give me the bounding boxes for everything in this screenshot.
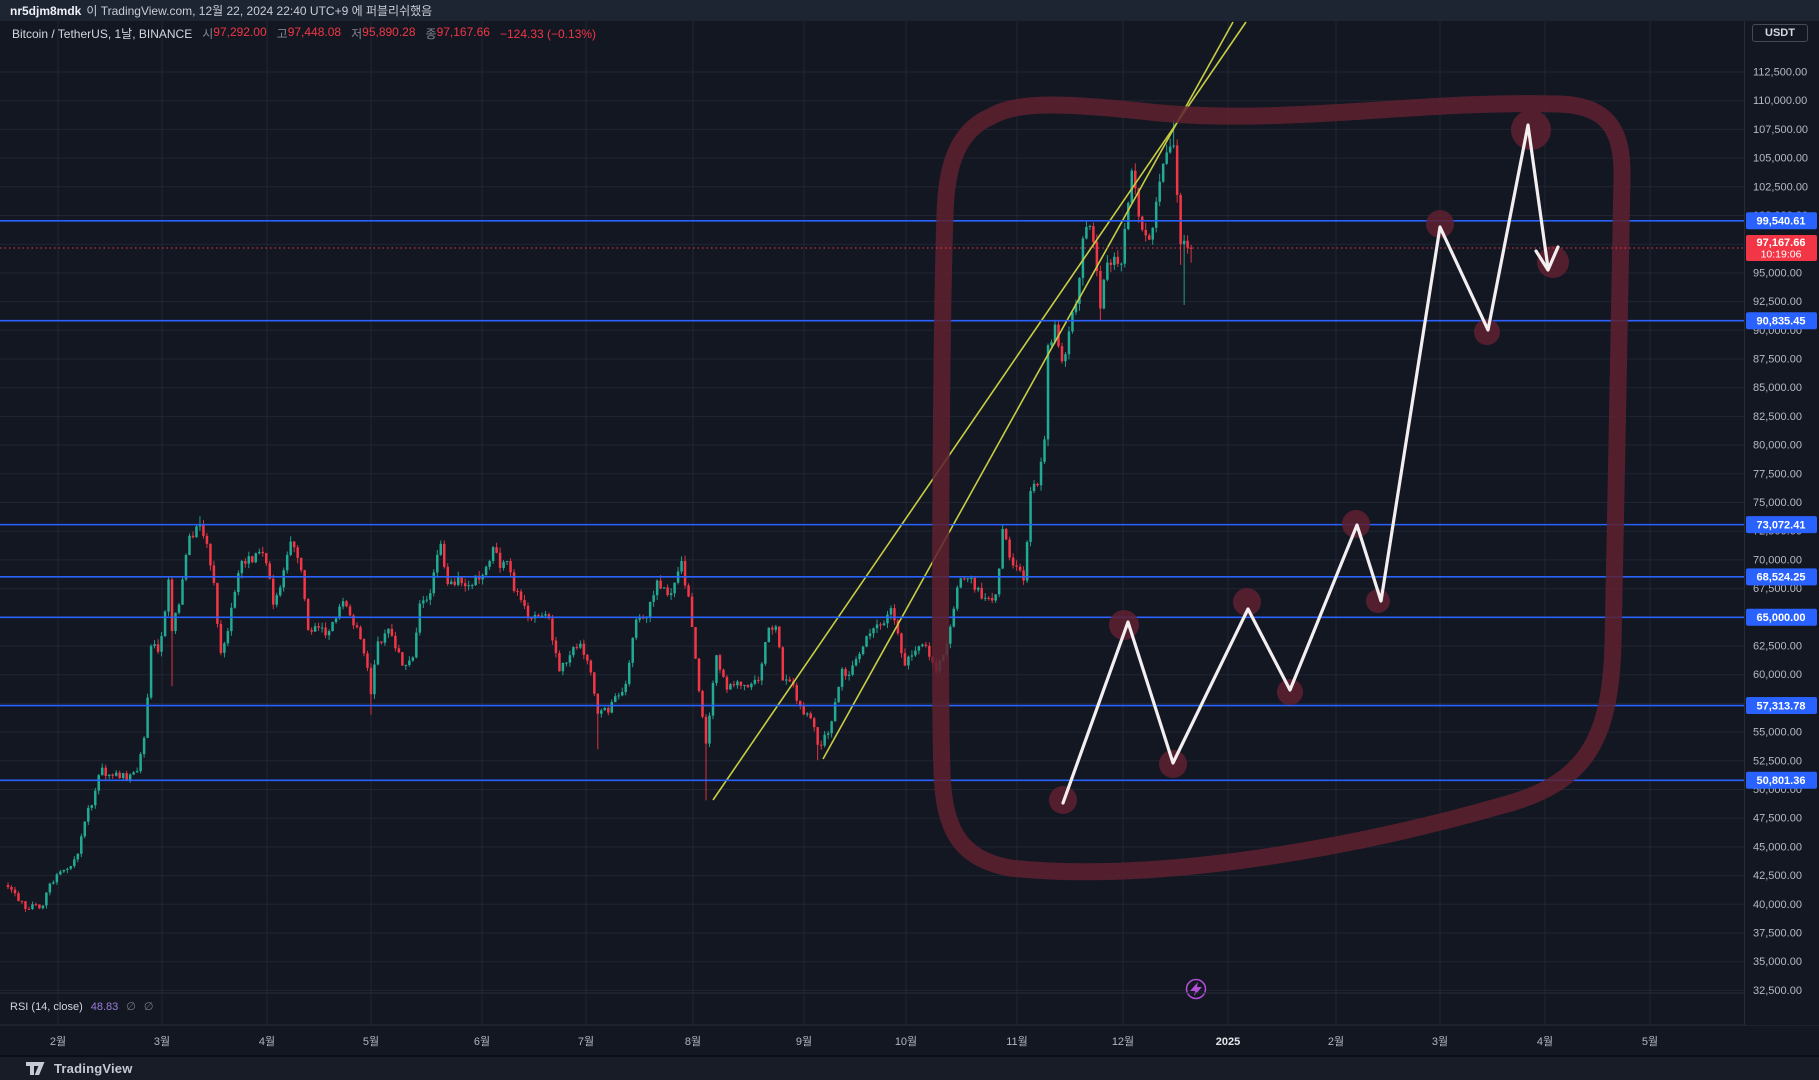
- svg-text:5월: 5월: [1642, 1035, 1658, 1048]
- price-level-tag: 99,540.61: [1746, 212, 1817, 230]
- svg-text:102,500.00: 102,500.00: [1753, 181, 1808, 193]
- projection-path[interactable]: [1061, 123, 1560, 805]
- svg-text:35,000.00: 35,000.00: [1753, 956, 1802, 968]
- svg-text:99,540.61: 99,540.61: [1757, 216, 1806, 228]
- lightning-icon[interactable]: [1185, 978, 1207, 1000]
- svg-text:10:19:06: 10:19:06: [1761, 249, 1802, 261]
- price-axis[interactable]: 112,500.00 110,000.00 107,500.00 105,000.00…: [1744, 21, 1819, 1025]
- svg-text:9월: 9월: [796, 1035, 812, 1048]
- currency-toggle-button[interactable]: USDT: [1752, 24, 1808, 42]
- svg-text:70,000.00: 70,000.00: [1753, 554, 1802, 566]
- svg-text:12월: 12월: [1112, 1035, 1134, 1048]
- rsi-settings-icon[interactable]: ∅: [143, 1001, 154, 1013]
- hand-drawn-annotation[interactable]: [932, 95, 1631, 881]
- change-value: −124.33 (−0.13%): [499, 26, 597, 41]
- svg-text:52,500.00: 52,500.00: [1753, 755, 1802, 767]
- svg-text:40,000.00: 40,000.00: [1753, 899, 1802, 911]
- svg-text:11월: 11월: [1006, 1035, 1028, 1048]
- ohlc-open: 시 97,292.00: [202, 25, 267, 41]
- svg-text:75,000.00: 75,000.00: [1753, 497, 1802, 509]
- svg-text:85,000.00: 85,000.00: [1753, 382, 1802, 394]
- svg-text:2025: 2025: [1216, 1036, 1240, 1048]
- ohlc-low: 저 95,890.28: [351, 25, 416, 41]
- svg-text:3월: 3월: [154, 1035, 170, 1048]
- trend-lines[interactable]: [712, 21, 1247, 801]
- time-axis[interactable]: 2월 3월 4월 5월 6월 7월 8월 9월 10월 11월 12월 2025 2월 3월 4월 5월: [50, 1035, 1658, 1048]
- svg-text:4월: 4월: [259, 1035, 275, 1048]
- price-level-tag: 90,835.45: [1746, 312, 1817, 330]
- publisher-username[interactable]: nr5djm8mdk: [10, 3, 82, 18]
- svg-text:80,000.00: 80,000.00: [1753, 440, 1802, 452]
- symbol-legend: Bitcoin / TetherUS, 1날, BINANCE 시 97,292.…: [12, 25, 596, 42]
- price-level-tag: 57,313.78: [1746, 697, 1817, 715]
- candlestick-series: [6, 119, 1193, 912]
- svg-text:47,500.00: 47,500.00: [1753, 813, 1802, 825]
- svg-text:95,000.00: 95,000.00: [1753, 267, 1802, 279]
- svg-text:73,072.41: 73,072.41: [1757, 519, 1806, 531]
- rsi-title: RSI (14, close): [10, 1000, 83, 1013]
- svg-text:50,801.36: 50,801.36: [1757, 775, 1806, 787]
- tradingview-logo-icon[interactable]: [26, 1061, 45, 1076]
- svg-text:97,167.66: 97,167.66: [1757, 237, 1806, 249]
- svg-text:107,500.00: 107,500.00: [1753, 124, 1808, 136]
- arrow-down-icon: [1534, 245, 1560, 272]
- price-level-tag: 65,000.00: [1746, 608, 1817, 626]
- svg-text:55,000.00: 55,000.00: [1753, 727, 1802, 739]
- svg-text:68,524.25: 68,524.25: [1757, 572, 1806, 584]
- svg-text:5월: 5월: [363, 1035, 379, 1048]
- svg-text:60,000.00: 60,000.00: [1753, 669, 1802, 681]
- svg-text:77,500.00: 77,500.00: [1753, 468, 1802, 480]
- svg-text:32,500.00: 32,500.00: [1753, 985, 1802, 997]
- rsi-value: 48.83: [90, 1000, 119, 1013]
- svg-text:10월: 10월: [895, 1035, 917, 1048]
- svg-text:2월: 2월: [50, 1035, 66, 1048]
- svg-text:62,500.00: 62,500.00: [1753, 641, 1802, 653]
- svg-text:105,000.00: 105,000.00: [1753, 153, 1808, 165]
- svg-text:8월: 8월: [685, 1035, 701, 1048]
- svg-text:90,835.45: 90,835.45: [1757, 316, 1806, 328]
- svg-text:2월: 2월: [1328, 1035, 1344, 1048]
- rsi-eye-icon[interactable]: ∅: [126, 1001, 136, 1013]
- tradingview-brand[interactable]: TradingView: [54, 1061, 133, 1076]
- price-level-tag: 68,524.25: [1746, 568, 1817, 586]
- svg-text:87,500.00: 87,500.00: [1753, 354, 1802, 366]
- svg-text:67,500.00: 67,500.00: [1753, 583, 1802, 595]
- svg-text:37,500.00: 37,500.00: [1753, 928, 1802, 940]
- ohlc-high: 고 97,448.08: [276, 25, 342, 41]
- ohlc-close: 종 97,167.66: [425, 25, 490, 41]
- svg-text:65,000.00: 65,000.00: [1757, 612, 1806, 624]
- svg-text:42,500.00: 42,500.00: [1753, 870, 1802, 882]
- svg-text:92,500.00: 92,500.00: [1753, 296, 1802, 308]
- svg-text:82,500.00: 82,500.00: [1753, 411, 1802, 423]
- price-level-tag: 50,801.36: [1746, 771, 1817, 789]
- svg-text:7월: 7월: [578, 1035, 594, 1048]
- svg-text:45,000.00: 45,000.00: [1753, 841, 1802, 853]
- symbol-title[interactable]: Bitcoin / TetherUS, 1날, BINANCE: [12, 27, 193, 41]
- svg-text:112,500.00: 112,500.00: [1753, 67, 1807, 79]
- svg-text:6월: 6월: [474, 1035, 490, 1048]
- grid: [0, 21, 1744, 1025]
- svg-text:110,000.00: 110,000.00: [1753, 95, 1807, 107]
- footer-bar: TradingView: [0, 1055, 1819, 1080]
- publish-bar: nr5djm8mdk 이 TradingView.com, 12월 22, 202…: [0, 0, 1819, 21]
- rsi-legend: RSI (14, close) 48.83 ∅ ∅: [10, 1000, 154, 1014]
- svg-text:4월: 4월: [1537, 1035, 1553, 1048]
- publish-info-text: 이 TradingView.com, 12월 22, 2024 22:40 UT…: [86, 4, 433, 18]
- price-level-tag: 73,072.41: [1746, 516, 1817, 534]
- price-level-lines[interactable]: [0, 219, 1744, 782]
- svg-text:3월: 3월: [1432, 1035, 1448, 1048]
- svg-text:57,313.78: 57,313.78: [1757, 700, 1806, 712]
